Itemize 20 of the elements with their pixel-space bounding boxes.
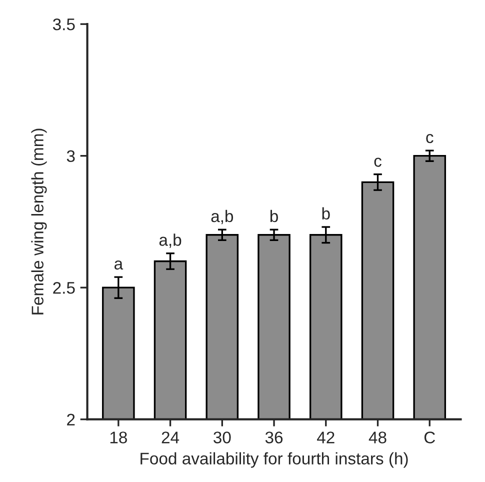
x-tick-label: 30	[214, 432, 231, 444]
x-tick-label: 42	[317, 432, 334, 444]
y-tick-label: 3.5	[52, 18, 75, 30]
y-tick-label: 2	[67, 414, 75, 426]
annotation: a,b	[159, 234, 182, 248]
annotation: a	[114, 260, 124, 270]
annotation: b	[322, 207, 330, 220]
x-tick-label: 36	[265, 432, 283, 444]
annotation: c	[374, 158, 382, 167]
x-axis-title: Food availability for fourth instars (h)	[140, 452, 408, 468]
x-tick-label: 24	[162, 432, 180, 444]
y-tick-label: 3	[66, 150, 75, 162]
annotation: c	[426, 134, 434, 144]
x-tick-label: 48	[368, 432, 386, 444]
annotation: b	[270, 210, 278, 222]
y-axis-title: Female wing length (mm)	[31, 128, 47, 314]
y-tick-label: 2.5	[53, 282, 75, 294]
annotation: a,b	[211, 210, 234, 224]
x-tick-label: C	[424, 432, 436, 444]
x-tick-label: 18	[110, 432, 127, 444]
